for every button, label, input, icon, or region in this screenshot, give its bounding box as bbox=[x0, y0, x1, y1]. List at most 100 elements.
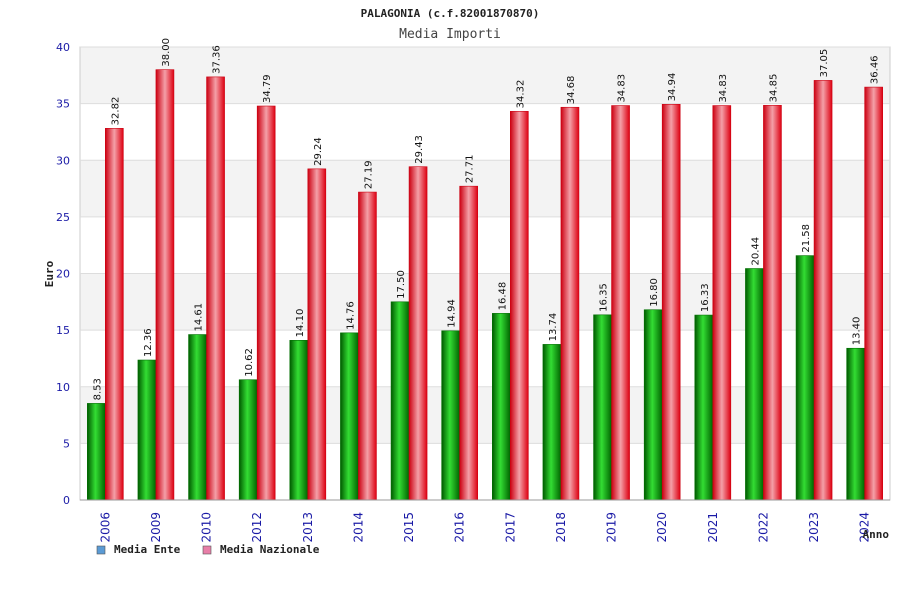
bar-media-ente bbox=[542, 344, 562, 501]
value-label-media-ente: 17.50 bbox=[396, 270, 407, 299]
bar-media-ente bbox=[289, 340, 309, 501]
bar-media-ente bbox=[745, 268, 764, 501]
value-label-media-nazionale: 34.68 bbox=[566, 76, 577, 105]
value-label-media-ente: 20.44 bbox=[750, 237, 761, 266]
bar-media-ente bbox=[795, 255, 815, 501]
bar-media-nazionale bbox=[307, 168, 327, 501]
y-axis-ticks: 0 5 10 15 20 25 30 35 40 bbox=[56, 41, 70, 507]
bar-media-nazionale bbox=[408, 166, 428, 501]
bar-media-nazionale bbox=[611, 105, 630, 501]
value-label-media-ente: 14.10 bbox=[295, 309, 306, 338]
value-label-media-ente: 8.53 bbox=[92, 378, 103, 400]
bar-media-nazionale bbox=[813, 80, 833, 501]
x-tick-label: 2015 bbox=[402, 512, 416, 543]
x-tick-label: 2013 bbox=[301, 512, 315, 543]
x-tick-label: 2006 bbox=[98, 512, 112, 543]
bar-media-ente bbox=[87, 403, 106, 501]
value-label-media-nazionale: 29.43 bbox=[414, 135, 425, 164]
bar-media-ente bbox=[441, 330, 460, 501]
y-tick-label: 15 bbox=[56, 324, 70, 337]
value-labels: 8.53 32.82 12.36 38.00 14.61 37.36 10.62 34.79 1… bbox=[92, 38, 880, 400]
value-label-media-nazionale: 27.71 bbox=[465, 155, 476, 184]
chart-title: PALAGONIA (c.f.82001870870) bbox=[361, 7, 540, 20]
bar-media-ente bbox=[238, 379, 258, 501]
value-label-media-ente: 14.76 bbox=[345, 301, 356, 330]
bar-media-nazionale bbox=[459, 185, 478, 501]
value-label-media-nazionale: 32.82 bbox=[110, 97, 121, 126]
bar-media-nazionale bbox=[864, 86, 883, 501]
y-tick-label: 0 bbox=[63, 494, 70, 507]
chart-subtitle: Media Importi bbox=[399, 27, 501, 42]
value-label-media-nazionale: 37.05 bbox=[819, 49, 830, 78]
value-label-media-ente: 14.94 bbox=[447, 299, 458, 328]
x-tick-label: 2009 bbox=[149, 512, 163, 543]
x-tick-label: 2014 bbox=[351, 512, 365, 543]
x-axis-ticks: 2006 2009 2010 2012 2013 2014 2015 2016 2017 2018… bbox=[98, 512, 871, 543]
value-label-media-nazionale: 38.00 bbox=[161, 38, 172, 67]
value-label-media-ente: 16.48 bbox=[497, 282, 508, 311]
y-axis-label: Euro bbox=[43, 260, 56, 287]
bar-media-nazionale bbox=[256, 105, 276, 501]
bar-media-ente bbox=[694, 314, 714, 501]
bar-media-nazionale bbox=[510, 111, 529, 501]
bar-media-nazionale bbox=[661, 104, 681, 501]
value-label-media-ente: 16.33 bbox=[700, 283, 711, 312]
legend-swatch-media-nazionale bbox=[202, 545, 212, 555]
x-tick-label: 2024 bbox=[858, 512, 872, 543]
y-tick-label: 30 bbox=[56, 154, 70, 167]
value-label-media-ente: 21.58 bbox=[801, 224, 812, 253]
bar-media-ente bbox=[492, 313, 511, 501]
x-tick-label: 2018 bbox=[554, 512, 568, 543]
value-label-media-nazionale: 34.83 bbox=[617, 74, 628, 103]
value-label-media-ente: 13.40 bbox=[852, 317, 863, 346]
x-tick-label: 2016 bbox=[453, 512, 467, 543]
bar-media-ente bbox=[846, 347, 865, 501]
x-tick-label: 2019 bbox=[605, 512, 619, 543]
value-label-media-nazionale: 34.79 bbox=[262, 74, 273, 103]
y-tick-label: 20 bbox=[56, 268, 70, 281]
bar-media-nazionale bbox=[358, 191, 377, 501]
legend-label-media-nazionale: Media Nazionale bbox=[220, 543, 320, 556]
bar-media-ente bbox=[593, 314, 612, 501]
bar-media-nazionale bbox=[105, 128, 124, 501]
value-label-media-ente: 10.62 bbox=[244, 348, 255, 377]
x-tick-label: 2012 bbox=[250, 512, 264, 543]
bar-media-ente bbox=[643, 309, 663, 501]
bar-media-ente bbox=[137, 359, 157, 501]
value-label-media-ente: 14.61 bbox=[194, 303, 205, 332]
bars bbox=[80, 69, 890, 501]
y-tick-label: 10 bbox=[56, 381, 70, 394]
legend-swatch-media-ente bbox=[96, 545, 106, 555]
bar-media-nazionale bbox=[155, 69, 175, 501]
y-tick-label: 5 bbox=[63, 437, 70, 450]
x-tick-label: 2021 bbox=[706, 512, 720, 543]
bar-media-nazionale bbox=[560, 106, 580, 501]
x-tick-label: 2022 bbox=[756, 512, 770, 543]
y-tick-label: 25 bbox=[56, 211, 70, 224]
x-tick-label: 2010 bbox=[200, 512, 214, 543]
bar-media-nazionale bbox=[763, 105, 782, 501]
value-label-media-nazionale: 34.83 bbox=[718, 74, 729, 103]
legend-label-media-ente: Media Ente bbox=[114, 543, 181, 556]
value-label-media-nazionale: 27.19 bbox=[363, 160, 374, 189]
x-tick-label: 2017 bbox=[503, 512, 517, 543]
bar-media-ente bbox=[188, 334, 207, 501]
x-tick-label: 2023 bbox=[807, 512, 821, 543]
value-label-media-ente: 13.74 bbox=[548, 313, 559, 342]
value-label-media-nazionale: 36.46 bbox=[870, 55, 881, 84]
value-label-media-nazionale: 34.85 bbox=[768, 74, 779, 103]
value-label-media-ente: 16.35 bbox=[599, 283, 610, 312]
value-label-media-nazionale: 34.94 bbox=[667, 73, 678, 102]
value-label-media-nazionale: 29.24 bbox=[313, 137, 324, 166]
y-tick-label: 40 bbox=[56, 41, 70, 54]
bar-media-nazionale bbox=[206, 76, 225, 501]
y-tick-label: 35 bbox=[56, 98, 70, 111]
value-label-media-nazionale: 37.36 bbox=[212, 45, 223, 74]
legend: Media Ente Media Nazionale bbox=[96, 543, 320, 556]
bar-media-ente bbox=[340, 332, 359, 501]
x-axis-label: Anno bbox=[863, 528, 890, 541]
x-tick-label: 2020 bbox=[655, 512, 669, 543]
bar-media-ente bbox=[390, 301, 410, 501]
value-label-media-ente: 16.80 bbox=[649, 278, 660, 307]
